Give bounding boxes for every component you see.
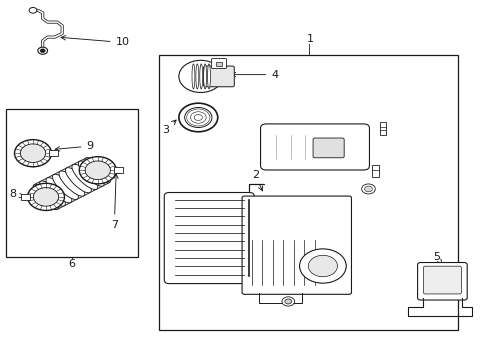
Circle shape [361,184,374,194]
Circle shape [179,103,217,132]
Ellipse shape [52,174,78,199]
Bar [21,194,30,200]
Bar [215,62,221,66]
Ellipse shape [200,64,202,89]
Circle shape [29,8,37,13]
Text: 1: 1 [306,34,313,44]
Ellipse shape [203,64,206,89]
Circle shape [27,183,64,211]
Text: 7: 7 [111,174,118,230]
Ellipse shape [85,158,110,183]
Circle shape [40,49,45,53]
Text: 3: 3 [162,120,176,135]
Ellipse shape [59,171,84,196]
Text: 2: 2 [251,170,262,191]
Bar [49,150,58,156]
Bar [379,122,386,135]
Bar [114,167,122,173]
Text: 4: 4 [231,69,278,80]
FancyBboxPatch shape [164,193,254,284]
Ellipse shape [72,164,98,189]
Bar [6,109,137,257]
Text: 5: 5 [432,252,442,265]
FancyBboxPatch shape [203,66,234,87]
Ellipse shape [207,64,210,89]
Ellipse shape [40,181,65,206]
Ellipse shape [33,184,59,210]
Circle shape [184,108,211,127]
Circle shape [33,188,59,206]
Text: 6: 6 [68,259,75,269]
FancyBboxPatch shape [423,266,460,294]
Ellipse shape [196,64,199,89]
Ellipse shape [78,161,104,186]
Text: 8: 8 [10,189,24,199]
Circle shape [15,140,51,167]
Circle shape [308,255,337,277]
Text: 9: 9 [55,141,93,151]
Ellipse shape [46,177,72,203]
Circle shape [85,161,110,180]
FancyBboxPatch shape [260,124,369,170]
Circle shape [285,299,291,304]
FancyBboxPatch shape [417,262,466,300]
Circle shape [282,297,294,306]
FancyBboxPatch shape [242,196,351,294]
Ellipse shape [65,168,91,193]
Circle shape [364,186,372,192]
Circle shape [179,60,222,93]
Circle shape [299,249,346,283]
Circle shape [79,157,116,184]
Text: 10: 10 [61,36,129,48]
Bar [372,165,378,177]
Circle shape [38,47,47,54]
Bar [159,55,458,330]
FancyBboxPatch shape [211,59,226,68]
Circle shape [20,144,45,162]
Ellipse shape [192,64,195,89]
FancyBboxPatch shape [312,138,344,158]
